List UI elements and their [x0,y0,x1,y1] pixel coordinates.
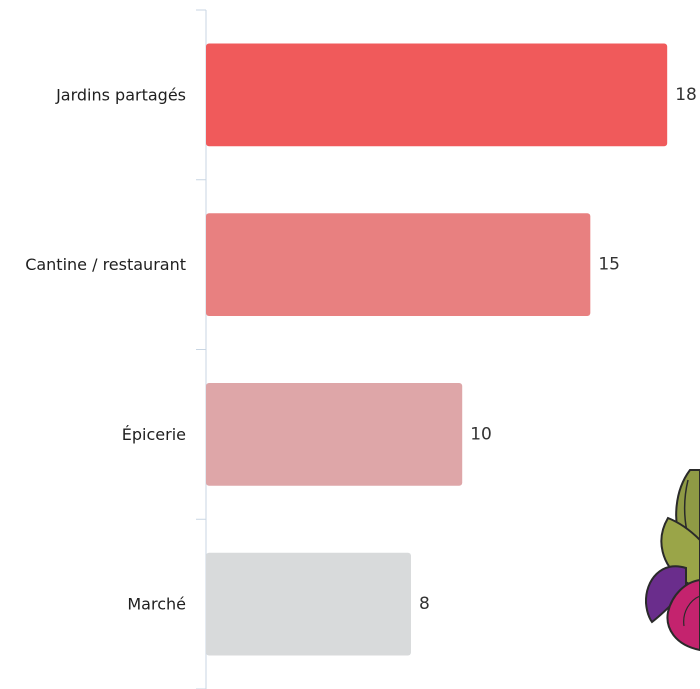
value-label: 18 [675,85,697,105]
category-labels: Jardins partagés Cantine / restaurant Épic… [25,85,186,613]
bar[interactable] [206,383,463,486]
category-axis [196,9,207,689]
bar[interactable] [206,552,411,656]
value-label: 15 [598,255,620,275]
category-label: Marché [127,595,186,614]
bars-group [206,43,668,656]
category-label: Cantine / restaurant [25,255,186,274]
value-labels: 18 15 10 8 [419,85,697,614]
bar[interactable] [206,43,668,147]
bar[interactable] [206,213,591,316]
value-label: 8 [419,594,430,614]
beet-vegetable-icon [644,469,700,652]
category-label: Épicerie [122,425,186,444]
category-label: Jardins partagés [55,85,186,104]
value-label: 10 [470,424,492,444]
